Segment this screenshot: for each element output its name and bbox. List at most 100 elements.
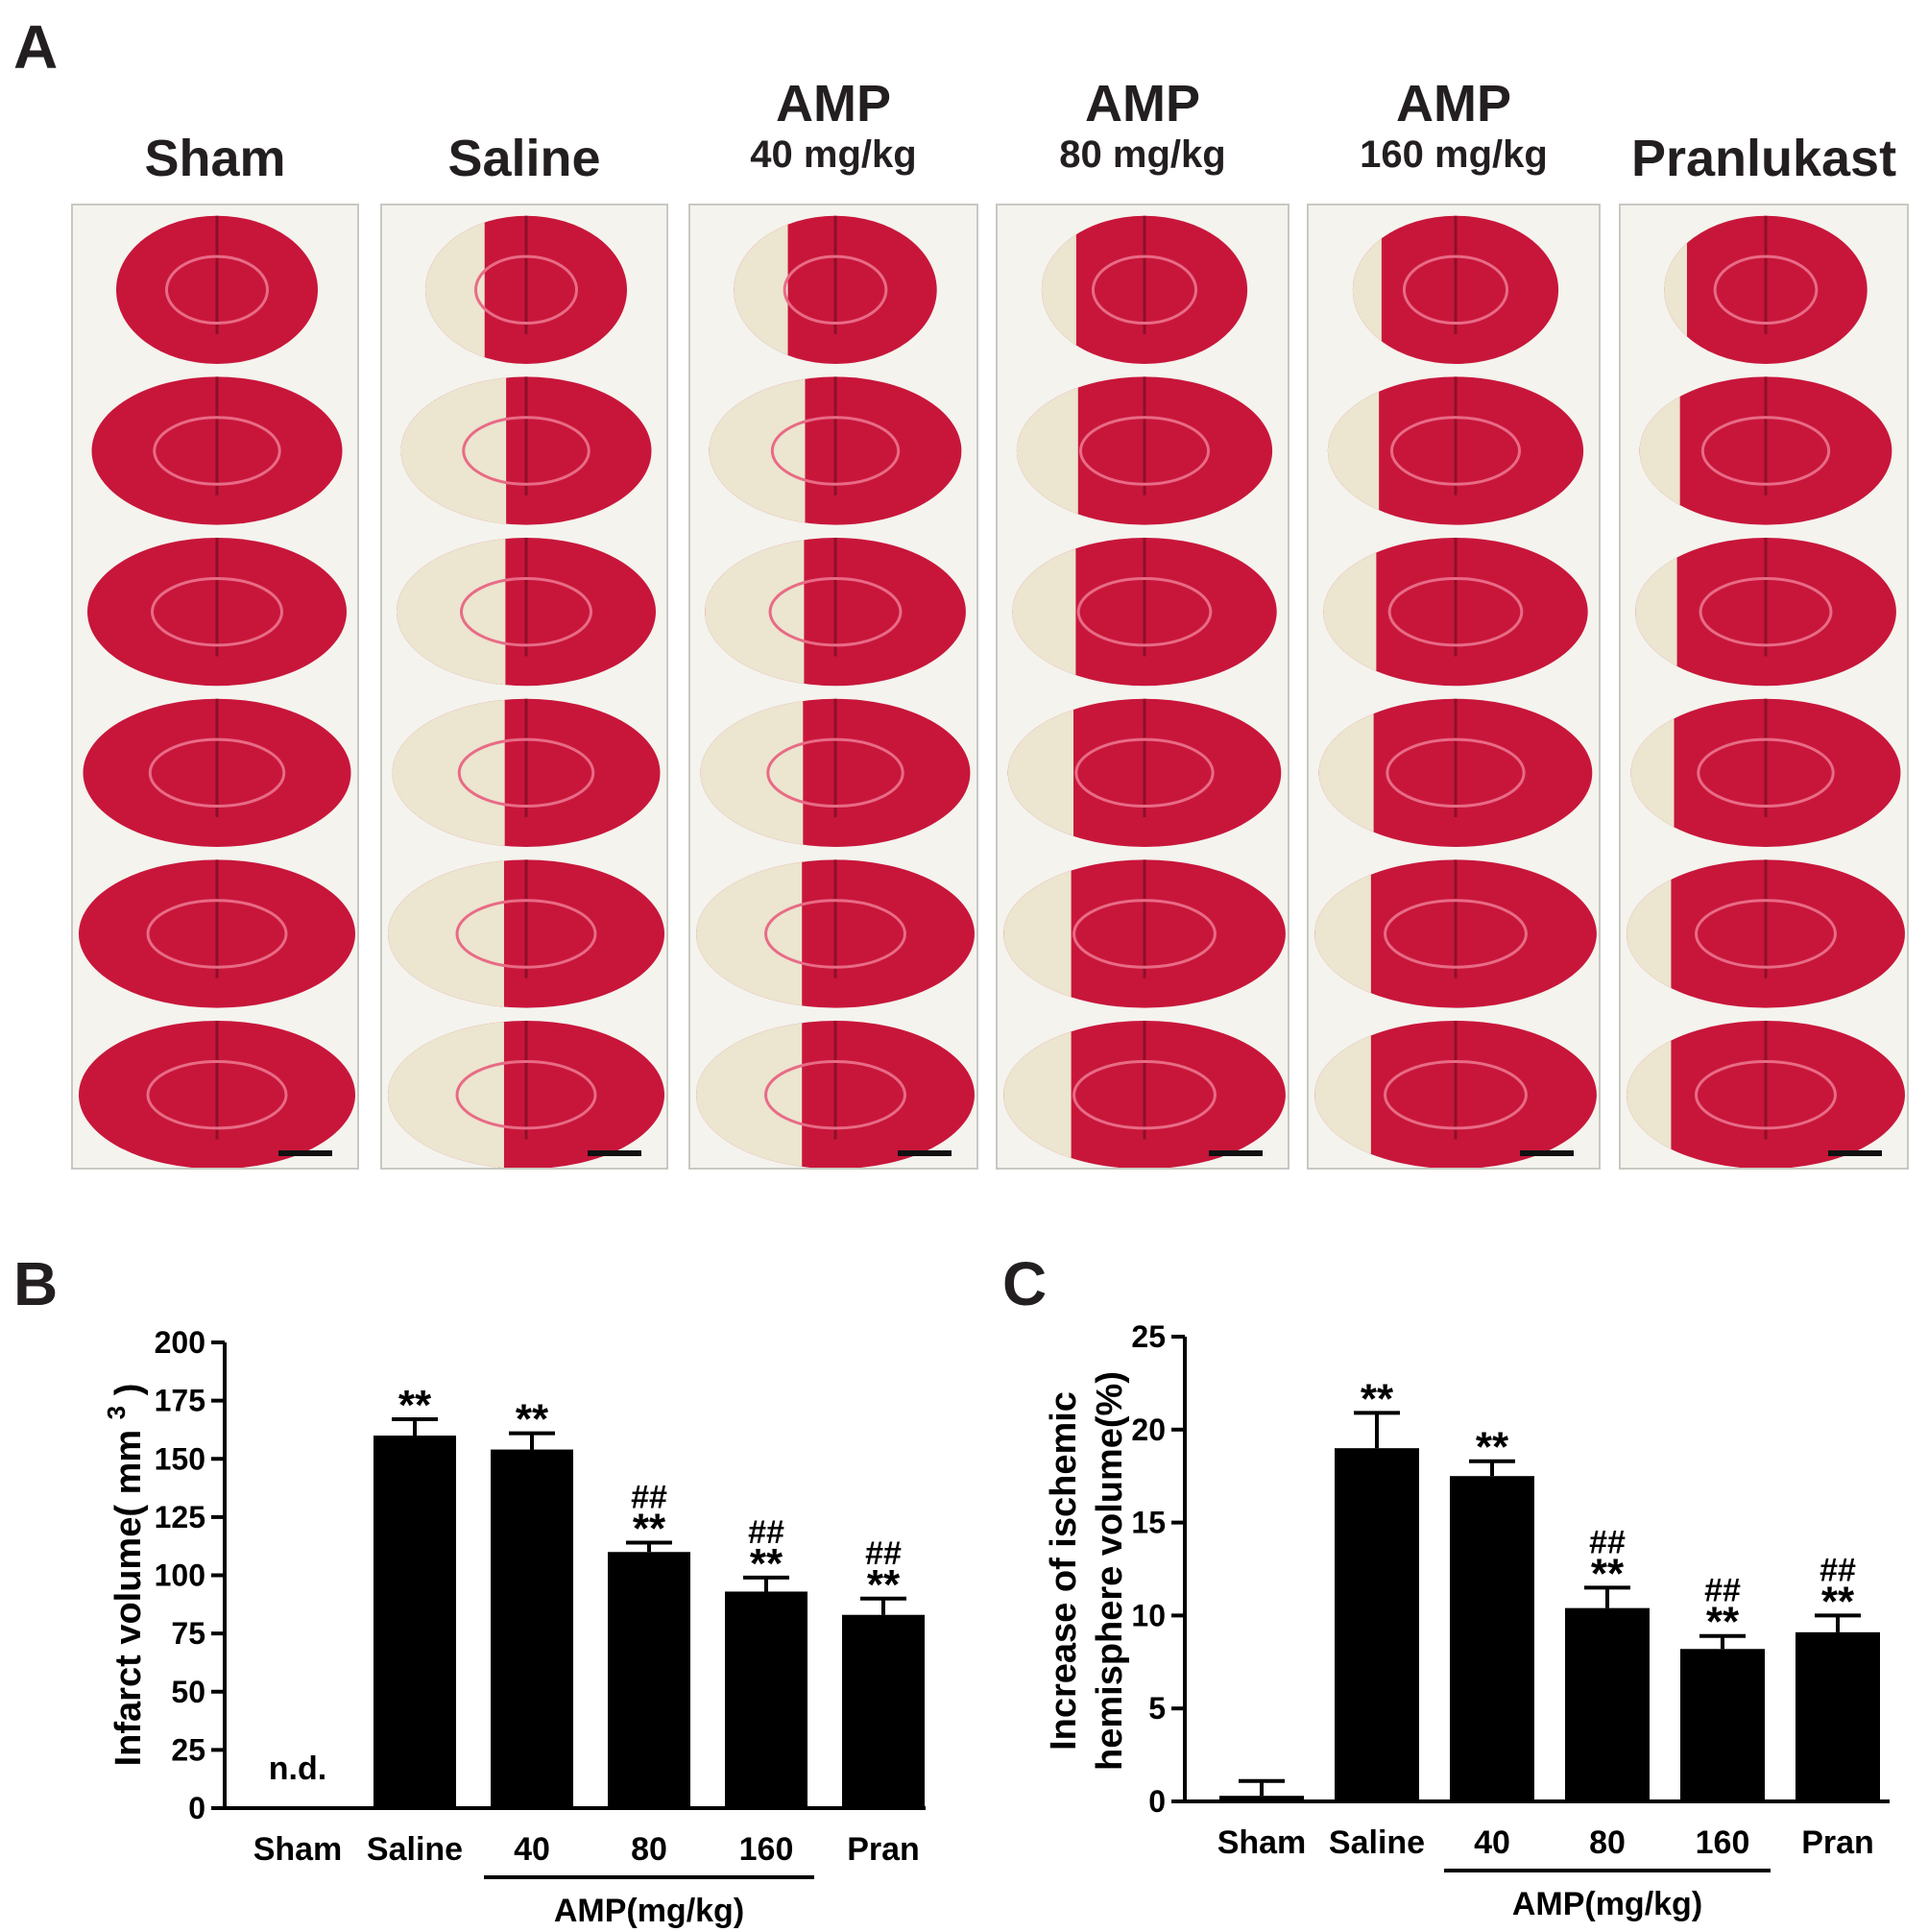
group-title-line1: Saline [447, 130, 601, 187]
significance-label: ** [1821, 1578, 1855, 1625]
bar [842, 1614, 925, 1808]
y-axis-label-main: Infarct volume( mm [108, 1419, 149, 1766]
y-axis-label: Infarct volume( mm 3 ) [102, 1384, 149, 1767]
group-title-1: Saline [342, 130, 707, 187]
brain-slice [79, 859, 355, 1008]
y-tick-label: 75 [171, 1616, 205, 1651]
scale-bar [1828, 1150, 1882, 1156]
x-tick-label: 80 [1589, 1824, 1626, 1861]
x-tick-label: 160 [739, 1831, 794, 1868]
bar [1335, 1448, 1419, 1801]
x-tick-label: Saline [1329, 1824, 1425, 1861]
brain-slice [1314, 1021, 1597, 1168]
significance-label: ## [1820, 1552, 1856, 1588]
bar [1450, 1476, 1534, 1801]
significance-label: n.d. [269, 1751, 326, 1787]
bar [374, 1436, 456, 1808]
y-tick-label: 20 [1131, 1413, 1166, 1447]
scale-bar [278, 1150, 332, 1156]
ischemic-hemisphere-chart: 0510152025Sham**Saline**40**##80**##160*… [1044, 1319, 1890, 1922]
significance-label: ## [631, 1480, 667, 1516]
scale-bar [1209, 1150, 1263, 1156]
slice-stack [388, 215, 664, 1168]
significance-label: ** [1591, 1550, 1625, 1597]
brain-slice [1016, 376, 1273, 525]
brain-slice [1327, 376, 1584, 525]
group-label: AMP(mg/kg) [1512, 1886, 1702, 1922]
brain-slice [696, 1021, 975, 1168]
slice-stack [1003, 215, 1286, 1168]
brain-slice [1041, 215, 1248, 364]
y-tick-label: 150 [155, 1441, 205, 1476]
y-axis-label-sup: 3 [102, 1406, 131, 1419]
group-title-line1: Sham [144, 130, 286, 187]
brain-slice [388, 859, 664, 1008]
infarct-volume-chart: 0 25 50 75 100 125 150 175 200 n.d. Sham ** Saline **… [102, 1325, 926, 1929]
bar [1565, 1607, 1650, 1801]
group-title-3: AMP 80 mg/kg [960, 75, 1325, 177]
x-tick-label: Saline [367, 1831, 463, 1868]
panel-letter-a: A [13, 12, 59, 82]
slice-panel-1 [380, 204, 668, 1170]
brain-slice [1635, 538, 1896, 687]
group-title-line1: AMP [1085, 75, 1200, 133]
y-tick-label: 175 [155, 1384, 205, 1418]
significance-label: ## [748, 1514, 784, 1551]
y-axis-label-line1: Increase of ischemic [1044, 1391, 1084, 1751]
brain-slice [400, 376, 652, 525]
slice-panel-5 [1619, 204, 1909, 1170]
brain-slice [388, 1021, 664, 1168]
y-axis-label-line2: hemisphere volume(%) [1090, 1371, 1130, 1771]
y-tick-label: 50 [171, 1675, 205, 1709]
y-tick-label: 15 [1131, 1506, 1166, 1540]
x-tick-label: 160 [1696, 1824, 1750, 1861]
brain-slice [91, 376, 343, 525]
slice-panel-2 [688, 204, 978, 1170]
scale-bar [588, 1150, 641, 1156]
slice-panel-3 [996, 204, 1289, 1170]
brain-slice [1318, 698, 1593, 847]
panel-letter-c: C [1002, 1249, 1048, 1318]
bar [608, 1552, 690, 1808]
y-tick-label: 125 [155, 1500, 205, 1534]
y-tick-label: 0 [188, 1791, 205, 1825]
slice-stack [1627, 215, 1905, 1168]
y-tick-label: 200 [155, 1325, 205, 1360]
group-title-line2: 40 mg/kg [750, 133, 917, 176]
brain-slice [700, 698, 971, 847]
y-tick-label: 25 [1131, 1319, 1166, 1354]
significance-label: ## [1704, 1573, 1741, 1609]
group-label: AMP(mg/kg) [554, 1893, 744, 1929]
y-tick-label: 10 [1131, 1598, 1166, 1632]
group-title-2: AMP 40 mg/kg [651, 75, 1016, 177]
significance-label: ** [1476, 1424, 1509, 1471]
brain-slice [425, 215, 627, 364]
significance-label: ** [516, 1396, 549, 1443]
significance-label: ** [633, 1506, 666, 1553]
brain-slice [709, 376, 962, 525]
y-tick-label: 5 [1148, 1691, 1166, 1726]
y-tick-label: 0 [1148, 1784, 1166, 1819]
slice-stack [696, 215, 975, 1168]
brain-slice [1352, 215, 1559, 364]
group-title-5: Pranlukast [1581, 130, 1928, 187]
group-title-line2: 80 mg/kg [1059, 133, 1226, 176]
x-tick-label: 80 [631, 1831, 667, 1868]
x-tick-label: 40 [514, 1831, 550, 1868]
brain-slice [1314, 859, 1597, 1008]
brain-slice [1007, 698, 1282, 847]
brain-slice [1664, 215, 1868, 364]
x-tick-label: Pran [1801, 1824, 1874, 1861]
significance-label: ** [867, 1561, 901, 1608]
significance-label: ## [865, 1535, 902, 1572]
group-title-line1: AMP [1396, 75, 1511, 133]
brain-slice [1003, 859, 1286, 1008]
group-title-line2: 160 mg/kg [1360, 133, 1548, 176]
group-title-4: AMP 160 mg/kg [1271, 75, 1636, 177]
slice-panel-4 [1307, 204, 1601, 1170]
y-axis-label-close: ) [108, 1384, 149, 1406]
significance-label: ** [398, 1382, 432, 1429]
scale-bar [1520, 1150, 1574, 1156]
bar [1680, 1649, 1765, 1801]
brain-slice [734, 215, 937, 364]
